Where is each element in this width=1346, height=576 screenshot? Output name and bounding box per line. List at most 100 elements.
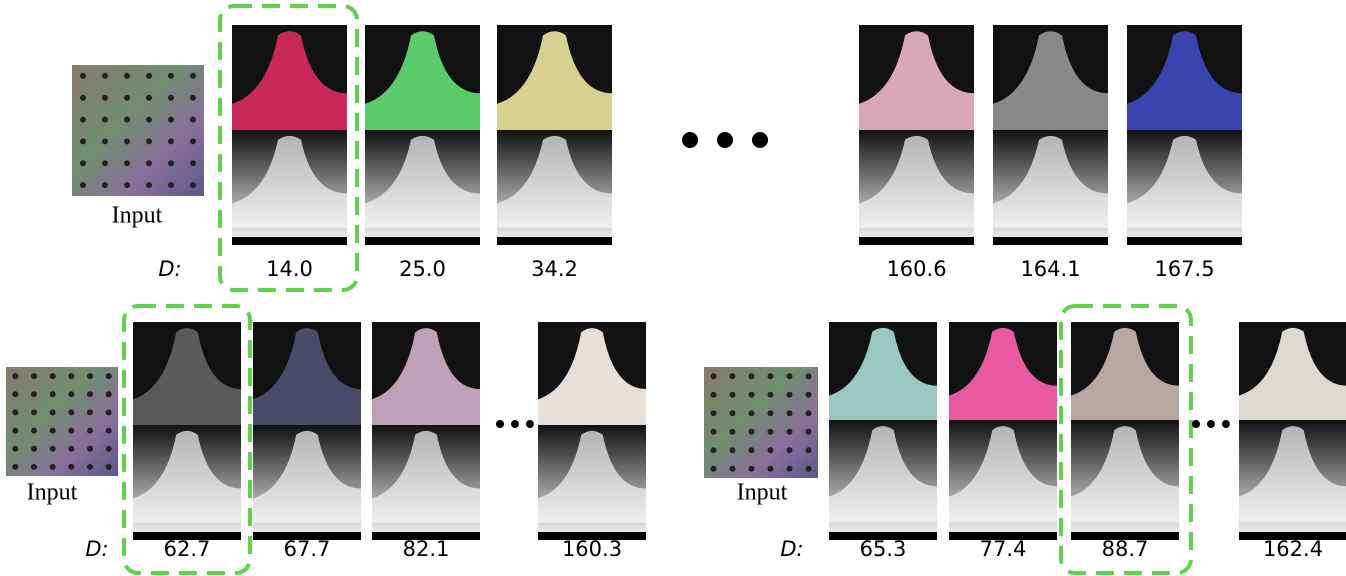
distance-label: D: [158, 257, 181, 281]
input-dot [31, 464, 37, 470]
input-dot [168, 138, 174, 144]
distance-value: 14.0 [266, 257, 313, 281]
input-dot [787, 392, 793, 398]
input-dot [106, 373, 112, 379]
input-dot [50, 464, 56, 470]
input-dot [711, 410, 717, 416]
ellipsis-dot [496, 420, 504, 428]
input-dot [730, 392, 736, 398]
input-dot [68, 464, 74, 470]
input-dot [124, 73, 130, 79]
input-dot [50, 446, 56, 452]
input-dot [31, 373, 37, 379]
ellipsis-dot [752, 132, 768, 148]
input-label: Input [112, 203, 163, 229]
input-dot [190, 138, 196, 144]
input-dot [749, 429, 755, 435]
input-dot [80, 117, 86, 123]
input-dot [730, 466, 736, 472]
input-dot [12, 446, 18, 452]
input-dot [806, 466, 812, 472]
input-dot [102, 160, 108, 166]
input-dot [749, 410, 755, 416]
input-dot [87, 428, 93, 434]
input-dot [168, 182, 174, 188]
input-dot [50, 409, 56, 415]
input-dot [711, 447, 717, 453]
input-dot [768, 447, 774, 453]
depth-base [365, 237, 480, 245]
input-dot [68, 373, 74, 379]
input-dot [31, 409, 37, 415]
input-dot [80, 182, 86, 188]
distance-value: 88.7 [1102, 537, 1149, 561]
distance-value: 67.7 [284, 537, 331, 561]
distance-value: 167.5 [1154, 257, 1214, 281]
distance-value: 77.4 [980, 537, 1027, 561]
distance-value: 162.4 [1263, 537, 1323, 561]
input-dot [68, 446, 74, 452]
ellipsis-dot [526, 420, 534, 428]
input-dot [768, 410, 774, 416]
input-dot [806, 392, 812, 398]
input-dot [146, 117, 152, 123]
input-dot [106, 446, 112, 452]
distance-value: 164.1 [1020, 257, 1080, 281]
input-dot [768, 392, 774, 398]
ellipsis-dot [511, 420, 519, 428]
ellipsis-dot [717, 132, 733, 148]
distance-value: 160.3 [562, 537, 622, 561]
input-dot [168, 73, 174, 79]
input-dot [31, 391, 37, 397]
input-dot [68, 428, 74, 434]
input-dot [87, 446, 93, 452]
input-dot [787, 410, 793, 416]
input-dot [730, 410, 736, 416]
input-dot [80, 160, 86, 166]
input-dot [50, 391, 56, 397]
input-dot [87, 391, 93, 397]
distance-value: 65.3 [860, 537, 907, 561]
ellipsis-dot [682, 132, 698, 148]
input-dot [190, 117, 196, 123]
input-dot [50, 428, 56, 434]
figure: InputD:14.025.034.2160.6164.1167.5InputD… [0, 0, 1346, 576]
input-dot [12, 464, 18, 470]
input-dot [31, 446, 37, 452]
input-dot [146, 138, 152, 144]
input-dot [711, 392, 717, 398]
input-dot [124, 138, 130, 144]
input-dot [80, 73, 86, 79]
input-dot [12, 373, 18, 379]
input-dot [87, 409, 93, 415]
input-dot [190, 160, 196, 166]
distance-value: 82.1 [403, 537, 450, 561]
input-dot [749, 373, 755, 379]
input-dot [730, 373, 736, 379]
input-dot [102, 73, 108, 79]
input-dot [806, 447, 812, 453]
input-dot [768, 466, 774, 472]
depth-base [1127, 237, 1242, 245]
input-dot [124, 117, 130, 123]
input-dot [87, 373, 93, 379]
input-dot [146, 95, 152, 101]
input-dot [106, 428, 112, 434]
depth-base [859, 237, 974, 245]
input-dot [806, 429, 812, 435]
input-dot [711, 373, 717, 379]
distance-value: 160.6 [886, 257, 946, 281]
input-dot [68, 409, 74, 415]
input-dot [711, 429, 717, 435]
input-dot [124, 160, 130, 166]
input-dot [102, 138, 108, 144]
distance-label: D: [780, 537, 803, 561]
input-dot [768, 429, 774, 435]
input-dot [168, 95, 174, 101]
input-dot [730, 447, 736, 453]
input-dot [787, 447, 793, 453]
input-dot [106, 391, 112, 397]
input-dot [168, 117, 174, 123]
distance-value: 62.7 [164, 537, 211, 561]
distance-value: 34.2 [531, 257, 578, 281]
